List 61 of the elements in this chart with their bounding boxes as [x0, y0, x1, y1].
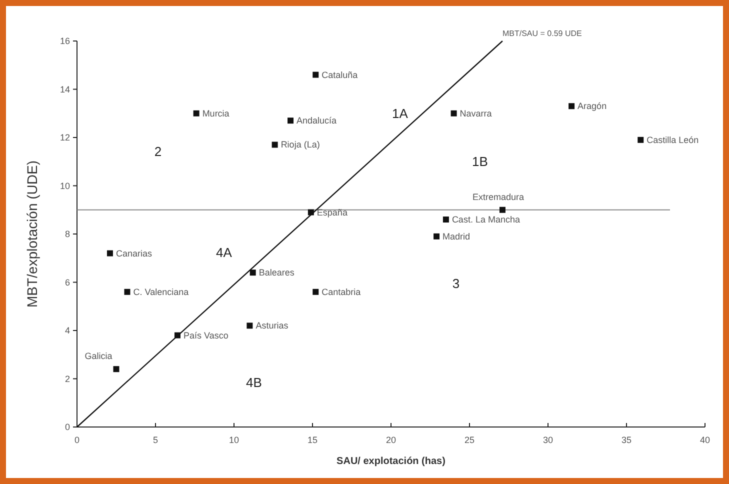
point: [442, 216, 449, 223]
annotation: 1B: [472, 154, 488, 169]
annotation: Asturias: [256, 320, 289, 331]
point: [288, 118, 294, 124]
annotation: Baleares: [258, 268, 295, 278]
annotation: País Vasco: [183, 330, 228, 340]
point: [450, 110, 457, 116]
x-tick-label: 25: [464, 435, 475, 445]
point: [499, 206, 506, 213]
annotation: Cataluña: [322, 70, 358, 80]
point: [638, 136, 644, 143]
y-tick-label: 10: [60, 180, 70, 191]
annotation: Extremadura: [472, 192, 524, 202]
point: [106, 250, 113, 256]
point: [124, 288, 130, 295]
point: [193, 110, 200, 116]
point: [312, 288, 319, 295]
annotation: Murcia: [202, 108, 230, 118]
annotation: Cast. La Mancha: [452, 214, 520, 225]
x-tick-label: 10: [228, 435, 240, 445]
annotation: Navarra: [460, 108, 492, 118]
x-tick-label: 15: [307, 435, 318, 445]
annotation: 3: [452, 276, 460, 291]
annotation: Andalucía: [296, 116, 337, 126]
y-tick-label: 0: [64, 422, 70, 432]
y-tick-label: 4: [64, 326, 70, 336]
annotation: Rioja (La): [280, 140, 320, 150]
point: [246, 322, 253, 329]
x-tick-label: 40: [700, 435, 710, 445]
annotation: España: [316, 207, 348, 218]
x-tick-label: 20: [386, 435, 396, 445]
annotation: 1A: [392, 106, 408, 121]
point: [434, 233, 440, 240]
point: [250, 270, 256, 276]
annotation: 4B: [246, 375, 262, 390]
x-tick-label: 5: [152, 435, 158, 445]
annotation: Galicia: [84, 351, 112, 362]
x-tick-label: 35: [621, 435, 632, 445]
y-tick-label: 2: [64, 374, 70, 384]
x-tick-label: 0: [74, 435, 80, 445]
point: [113, 366, 120, 372]
point: [312, 72, 319, 78]
y-tick-label: 16: [60, 36, 70, 46]
annotation: Castilla León: [646, 134, 699, 145]
annotation: Canarias: [116, 248, 152, 258]
annotation: Madrid: [442, 231, 470, 242]
x-tick-label: 30: [542, 435, 554, 445]
point: [272, 142, 278, 148]
point: [568, 103, 575, 110]
y-axis-title: MBT/explotación (UDE): [24, 160, 40, 308]
y-tick-label: 14: [60, 84, 70, 94]
annotation: Aragón: [578, 101, 607, 112]
annotation: 2: [154, 144, 162, 159]
annotation: C. Valenciana: [133, 286, 189, 297]
annotation: Cantabria: [322, 286, 361, 297]
y-tick-label: 12: [60, 132, 70, 142]
annotation: 4A: [216, 245, 232, 260]
annotation: MBT/SAU = 0.59 UDE: [502, 29, 582, 38]
x-axis-title: SAU/ explotación (has): [336, 456, 446, 467]
y-tick-label: 8: [64, 229, 70, 239]
y-tick-label: 6: [64, 277, 70, 288]
